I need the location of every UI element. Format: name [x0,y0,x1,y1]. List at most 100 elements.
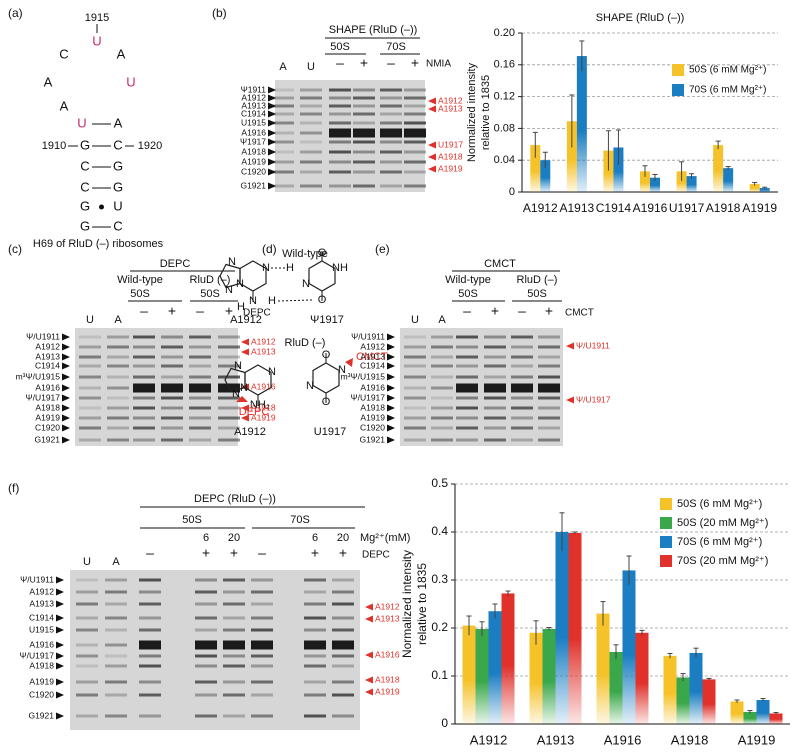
bar [663,655,677,724]
error-bar [689,173,695,179]
band-label: A1918 [241,146,266,156]
gel-band [353,104,375,108]
label: (d) [262,242,277,256]
label: (a) [8,6,23,20]
error-bar [752,181,758,186]
gel-band [107,375,129,379]
gel-band [272,112,294,116]
gel-band [456,335,478,339]
error-bar [626,555,632,585]
gel-band [380,140,402,144]
arrowhead [62,353,70,361]
arrowhead [268,158,276,166]
gel-band [107,438,129,442]
gel-band [404,416,426,420]
gel-band [79,416,101,420]
band-label: A1916 [241,127,266,137]
gel-band [105,590,127,594]
lane-label: + [411,55,419,71]
x-tick-label: A1913 [560,201,595,215]
lane-label: + [360,55,368,71]
gel-band [329,104,351,108]
arrowhead [268,168,276,176]
gel-band [139,664,161,668]
arrowhead [56,712,64,720]
bar [622,570,636,724]
reactive-band-label: A1919 [438,163,463,173]
gel-band [300,96,322,100]
y-axis-label: relative to 1835 [415,563,429,645]
gel-band [300,160,322,164]
gel-band [195,693,217,697]
y-tick-label: 0.4 [431,524,448,538]
gel-band [538,345,560,349]
gel-band [484,364,506,368]
gel-band [404,170,426,174]
legend-label: 70S (6 mM Mg²⁺) [689,85,767,96]
bar [529,632,543,724]
lane-label: – [258,545,266,561]
arrowhead [62,424,70,432]
gel-band [161,406,183,410]
gel-band [456,364,478,368]
atom-label: O [318,247,327,259]
gel-band [139,714,161,718]
gel-band [139,654,161,658]
bar [609,652,623,724]
gel-band [272,170,294,174]
gel-band [76,654,98,658]
label: U1917 [314,426,346,438]
gel-band [218,364,240,368]
label: H69 of RluD (–) ribosomes [33,238,164,250]
atom-label: H [286,262,294,274]
gel-band [511,406,533,410]
band-label: A1918 [29,660,54,670]
bar [603,150,614,192]
arrowhead [62,414,70,422]
gel-band [431,416,453,420]
arrowhead [268,119,276,127]
arrowhead [62,362,70,370]
gel-band [484,426,506,430]
x-tick-label: A1916 [604,732,642,747]
gel-band [332,590,354,594]
gel-band [404,140,426,144]
gel-band [380,160,402,164]
gel-band [511,396,533,400]
arrowhead [387,414,395,422]
gel-band [76,693,98,697]
gel-band [79,386,101,390]
gel-band [139,640,161,650]
gel-band [329,160,351,164]
gel-band [105,602,127,606]
gel-band [272,104,294,108]
nucleotide: C [80,158,89,173]
atom-label: NH [332,262,348,274]
gel-band [404,364,426,368]
gel-band [353,150,375,154]
gel-band [511,335,533,339]
legend-label: 50S (6 mM Mg²⁺) [689,65,767,76]
error-bar [542,151,548,169]
reactive-band-label: A1919 [251,412,276,422]
gel-band [161,345,183,349]
lane-label: A [114,314,122,326]
lane-label: + [311,545,319,561]
bar [555,532,569,724]
gel-band [195,578,217,582]
arrowhead [268,102,276,110]
error-bar [546,627,552,631]
gel-band [105,680,127,684]
arrowhead [56,662,64,670]
gel-band [404,184,426,188]
gel-band [195,616,217,620]
x-tick-label: C1914 [596,201,632,215]
label: 70S [290,514,310,526]
nucleotide: C [59,46,68,61]
label: SHAPE (RluD (–)) [329,24,418,36]
gel-band [329,128,351,138]
error-bar [747,710,753,714]
gel-band [251,680,273,684]
gel-band [218,355,240,359]
gel-band [538,396,560,400]
